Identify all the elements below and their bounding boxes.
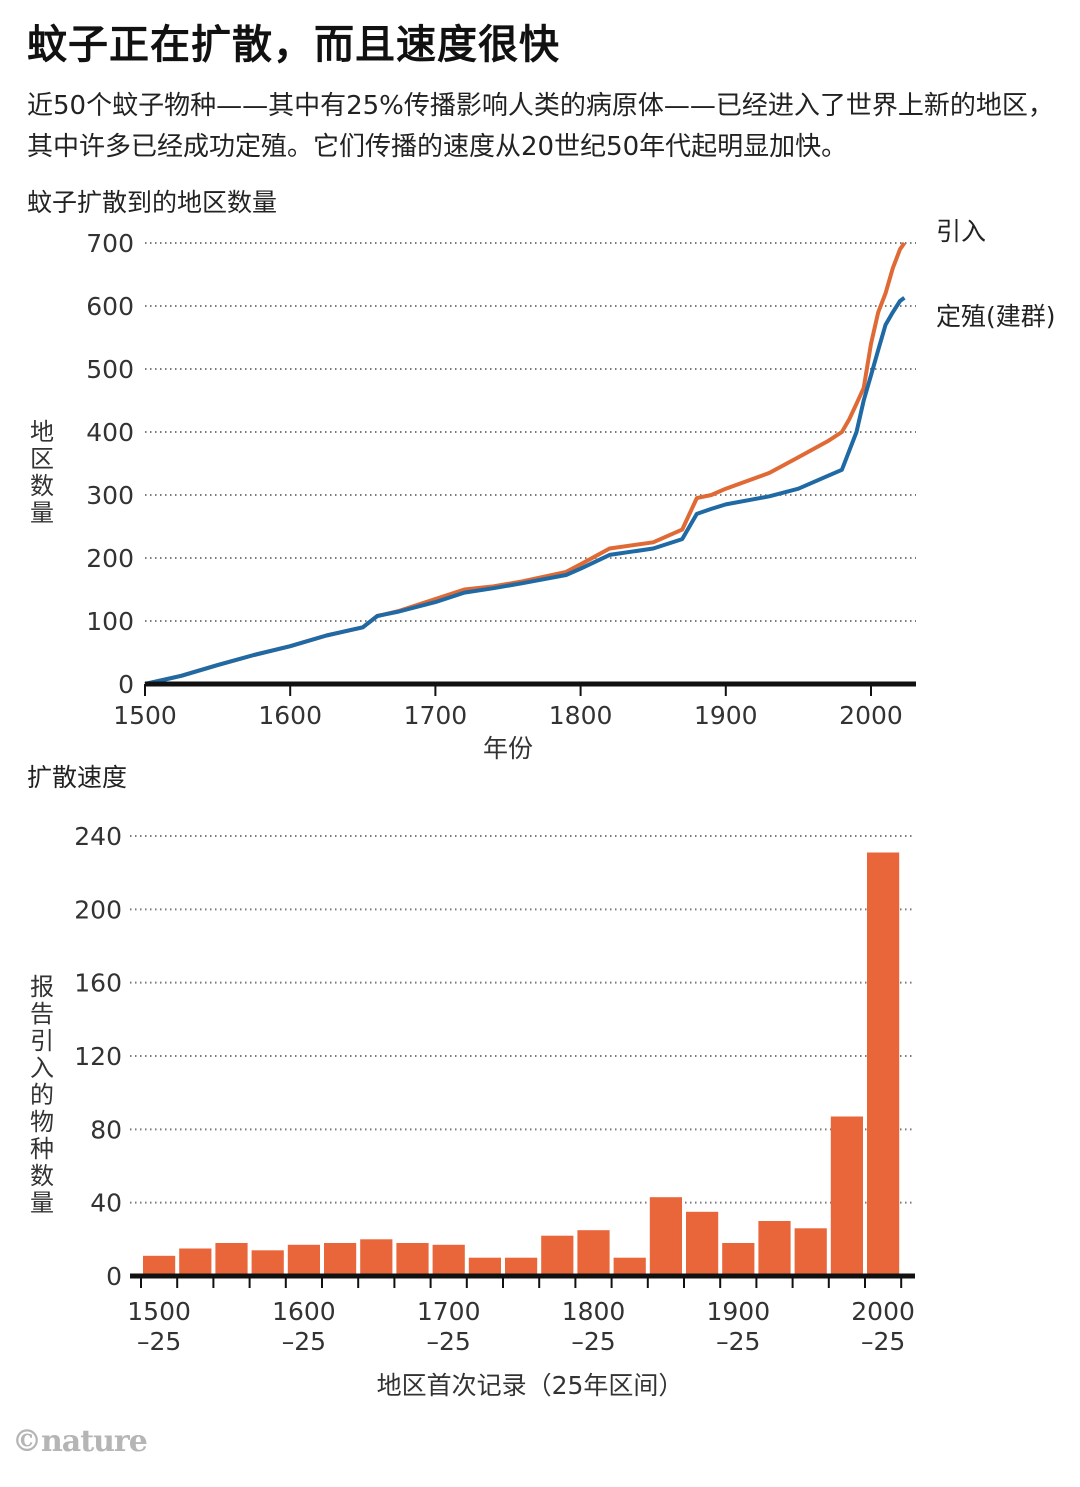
chart1-y-axis-label: 地区数量 (30, 418, 54, 527)
y-tick-label: 300 (86, 481, 134, 510)
bar (541, 1235, 574, 1276)
chart2-bars (143, 852, 900, 1276)
x-tick-label: 1700 (417, 1297, 481, 1326)
chart2-gridlines (130, 835, 915, 1204)
bar (396, 1243, 429, 1276)
bar (686, 1211, 719, 1276)
x-tick-label: 1600 (258, 701, 322, 730)
chart2-y-axis-label: 报告引入的物种数量 (30, 973, 54, 1217)
series-line-established (144, 296, 906, 686)
y-tick-label: 160 (74, 969, 122, 998)
chart1-gridlines (145, 242, 916, 622)
x-tick-label: –25 (716, 1327, 760, 1356)
chart1-x-axis-label: 年份 (483, 734, 533, 763)
x-tick-label: –25 (282, 1327, 326, 1356)
bar (360, 1239, 393, 1276)
bar (468, 1257, 501, 1276)
y-tick-label: 700 (86, 229, 134, 258)
series-line-introduced (144, 241, 907, 686)
x-tick-label: –25 (571, 1327, 615, 1356)
bar (722, 1243, 755, 1276)
y-tick-label: 240 (74, 822, 122, 851)
x-tick-label: 1800 (549, 701, 613, 730)
bar (613, 1257, 646, 1276)
legend-label-introduced: 引入 (936, 217, 986, 246)
bar (830, 1116, 863, 1276)
x-tick-label: 1500 (127, 1297, 191, 1326)
x-tick-label: 1500 (113, 701, 177, 730)
x-tick-label: –25 (427, 1327, 471, 1356)
bar (432, 1244, 465, 1276)
y-tick-label: 500 (86, 355, 134, 384)
chart1-y-ticks: 0 100 200 300 400 500 600 700 (86, 229, 134, 699)
x-tick-label: 1900 (706, 1297, 770, 1326)
x-tick-label: 1600 (272, 1297, 336, 1326)
y-tick-label: 40 (90, 1189, 122, 1218)
bar (251, 1250, 284, 1276)
legend-label-established: 定殖(建群) (936, 302, 1056, 331)
x-tick-label: 2000 (839, 701, 903, 730)
bar (794, 1228, 827, 1276)
y-tick-label: 400 (86, 418, 134, 447)
chart2-y-ticks: 0 40 80 120 160 200 240 (74, 822, 122, 1291)
chart2-title: 扩散速度 (27, 763, 127, 792)
bar (179, 1248, 212, 1276)
bar (867, 852, 900, 1276)
y-tick-label: 120 (74, 1042, 122, 1071)
x-tick-label: –25 (137, 1327, 181, 1356)
y-tick-label: 100 (86, 607, 134, 636)
y-tick-label: 0 (106, 1262, 122, 1291)
bar (577, 1230, 610, 1276)
nature-logo: ©nature (12, 1424, 148, 1459)
y-tick-label: 0 (118, 670, 134, 699)
bar (215, 1243, 248, 1276)
page-subtitle: 近50个蚊子物种——其中有25%传播影响人类的病原体——已经进入了世界上新的地区… (27, 91, 1054, 162)
bar (649, 1197, 682, 1276)
bar (758, 1221, 791, 1276)
bar (287, 1244, 320, 1276)
x-tick-label: –25 (861, 1327, 905, 1356)
y-tick-label: 200 (86, 544, 134, 573)
x-tick-label: 2000 (851, 1297, 915, 1326)
y-tick-label: 200 (74, 895, 122, 924)
y-tick-label: 600 (86, 292, 134, 321)
bar (505, 1257, 538, 1276)
x-tick-label: 1800 (562, 1297, 626, 1326)
y-tick-label: 80 (90, 1115, 122, 1144)
bar (324, 1243, 357, 1276)
bar (143, 1255, 176, 1276)
chart2-x-axis-label: 地区首次记录（25年区间） (377, 1371, 684, 1400)
chart1-title: 蚊子扩散到的地区数量 (27, 188, 277, 217)
x-tick-label: 1900 (694, 701, 758, 730)
x-tick-label: 1700 (404, 701, 468, 730)
chart2-x-ticks: 1500–251600–251700–251800–251900–252000–… (127, 1276, 915, 1356)
chart1-series (144, 241, 907, 686)
page-title: 蚊子正在扩散，而且速度很快 (27, 22, 560, 68)
chart1-x-ticks: 1500 1600 1700 1800 1900 2000 (113, 684, 903, 730)
